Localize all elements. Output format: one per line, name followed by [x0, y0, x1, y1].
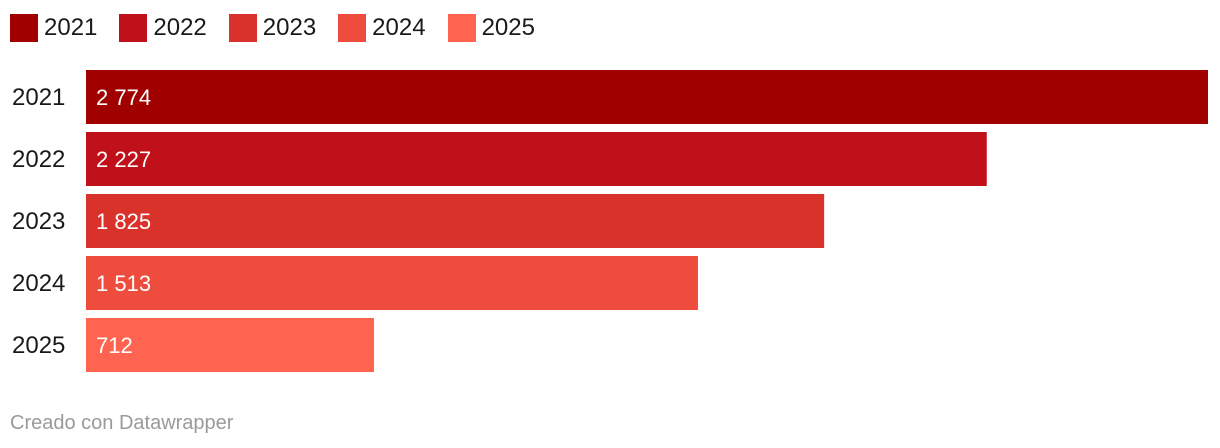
chart-legend: 2021 2022 2023 2024 2025 — [10, 12, 557, 44]
bar-2025 — [86, 318, 374, 372]
legend-label-2025: 2025 — [481, 14, 535, 41]
bar-2021 — [86, 70, 1208, 124]
bar-2024 — [86, 256, 698, 310]
legend-label-2021: 2021 — [44, 14, 98, 41]
legend-label-2022: 2022 — [153, 14, 207, 41]
category-label-2022: 2022 — [12, 146, 65, 173]
value-label-2021: 2 774 — [96, 85, 151, 110]
legend-label-2023: 2023 — [262, 14, 317, 41]
legend-item-2022: 2022 — [119, 14, 207, 42]
legend-label-2024: 2024 — [372, 14, 426, 41]
legend-swatch-2022 — [119, 14, 148, 42]
category-label-2025: 2025 — [12, 332, 65, 359]
legend-swatch-2021 — [10, 14, 38, 42]
legend-swatch-2025 — [447, 14, 476, 42]
value-label-2022: 2 227 — [96, 147, 151, 172]
bar-chart: 2021 2 774 2022 2 227 2023 1 825 2024 1 513 2025… — [12, 70, 1208, 372]
legend-item-2023: 2023 — [228, 14, 317, 42]
bar-2023 — [86, 194, 825, 248]
category-label-2024: 2024 — [12, 270, 65, 297]
bar-2022 — [86, 132, 987, 186]
category-label-2023: 2023 — [12, 208, 65, 235]
legend-swatch-2023 — [228, 14, 257, 42]
legend-item-2024: 2024 — [338, 14, 426, 42]
legend-item-2021: 2021 — [10, 14, 97, 42]
value-label-2023: 1 825 — [96, 209, 151, 234]
legend-item-2025: 2025 — [447, 14, 535, 42]
datawrapper-credit: Creado con Datawrapper — [10, 412, 234, 434]
value-label-2025: 712 — [96, 333, 133, 358]
legend-swatch-2024 — [338, 14, 367, 42]
value-label-2024: 1 513 — [96, 271, 151, 296]
category-label-2021: 2021 — [12, 84, 65, 111]
